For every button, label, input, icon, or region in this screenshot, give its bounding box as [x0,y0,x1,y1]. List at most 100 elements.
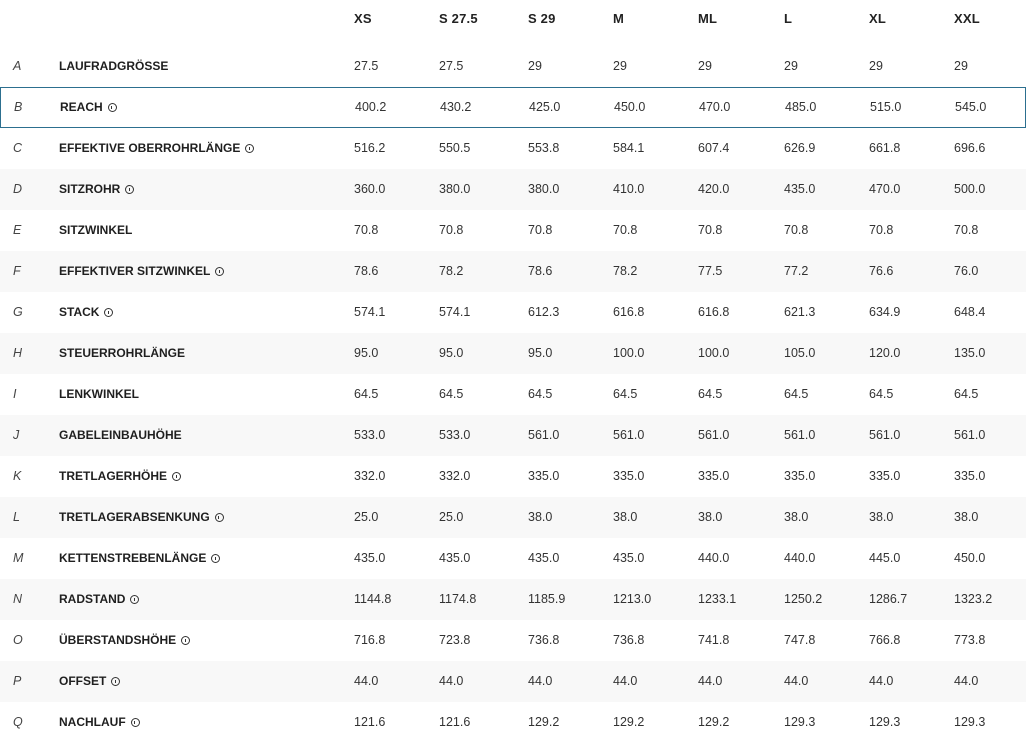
table-row[interactable]: L TRETLAGERABSENKUNG 25.0 25.0 38.0 38.0 38.0 3… [0,497,1026,538]
table-row[interactable]: J GABELEINBAUHÖHE 533.0 533.0 561.0 561.0 561.… [0,415,1026,456]
value-cell: 78.2 [613,264,638,278]
info-icon[interactable] [211,554,221,563]
value-cell: 1233.1 [698,592,737,606]
row-label: STEUERROHRLÄNGE [59,333,185,374]
size-header-s-29: S 29 [528,11,556,26]
value-cell: 29 [784,59,798,73]
row-letter: C [13,141,23,155]
value-cell: 500.0 [954,182,986,196]
value-cell: 766.8 [869,633,901,647]
size-header-l: L [784,11,793,26]
table-row[interactable]: N RADSTAND 1144.8 1174.8 1185.9 1213.0 1233.1 1… [0,579,1026,620]
info-icon[interactable] [245,144,255,153]
value-cell: 533.0 [439,428,471,442]
row-label-text: STEUERROHRLÄNGE [59,346,186,360]
table-row[interactable]: I LENKWINKEL 64.5 64.5 64.5 64.5 64.5 64.5 64.5 6… [0,374,1026,415]
value-cell: 420.0 [698,182,730,196]
info-icon[interactable] [125,185,135,194]
value-cell: 1250.2 [784,592,823,606]
value-cell: 741.8 [698,633,730,647]
row-label-text: SITZWINKEL [59,223,133,237]
table-row[interactable]: E SITZWINKEL 70.8 70.8 70.8 70.8 70.8 70.8 70.8 7… [0,210,1026,251]
value-cell: 95.0 [439,346,464,360]
info-icon[interactable] [130,595,140,604]
info-icon[interactable] [215,267,225,276]
value-cell: 64.5 [954,387,979,401]
value-cell: 410.0 [613,182,645,196]
row-label: SITZWINKEL [59,210,132,251]
table-row[interactable]: A LAUFRADGRÖSSE 27.5 27.5 29 29 29 29 29 29 [0,46,1026,87]
table-row[interactable]: O ÜBERSTANDSHÖHE 716.8 723.8 736.8 736.8 741.8… [0,620,1026,661]
value-cell: 335.0 [954,469,986,483]
value-cell: 516.2 [354,141,386,155]
value-cell: 70.8 [354,223,379,237]
value-cell: 77.2 [784,264,809,278]
value-cell: 616.8 [613,305,645,319]
table-row[interactable]: K TRETLAGERHÖHE 332.0 332.0 335.0 335.0 335.0 3… [0,456,1026,497]
row-label-text: RADSTAND [59,592,126,606]
info-icon[interactable] [130,718,140,727]
value-cell: 612.3 [528,305,560,319]
row-label-text: STACK [59,305,100,319]
value-cell: 335.0 [528,469,560,483]
value-cell: 44.0 [354,674,379,688]
value-cell: 550.5 [439,141,471,155]
info-icon[interactable] [172,472,181,481]
info-icon[interactable] [111,677,121,686]
value-cell: 29 [698,59,712,73]
table-row[interactable]: F EFFEKTIVER SITZWINKEL 78.6 78.2 78.6 78.2 77… [0,251,1026,292]
table-row[interactable]: Q NACHLAUF 121.6 121.6 129.2 129.2 129.2 129.3 1… [0,702,1026,743]
row-label-text: LAUFRADGRÖSSE [59,59,169,73]
row-letter: E [13,223,22,237]
value-cell: 561.0 [869,428,901,442]
value-cell: 76.0 [954,264,979,278]
info-icon[interactable] [214,513,224,522]
value-cell: 1144.8 [354,592,392,606]
value-cell: 430.2 [440,100,472,114]
table-row[interactable]: D SITZROHR 360.0 380.0 380.0 410.0 420.0 435.0 4… [0,169,1026,210]
value-cell: 584.1 [613,141,645,155]
value-cell: 1185.9 [528,592,566,606]
info-icon[interactable] [107,103,117,112]
value-cell: 64.5 [869,387,894,401]
table-row[interactable]: P OFFSET 44.0 44.0 44.0 44.0 44.0 44.0 44.0 44.0 [0,661,1026,702]
value-cell: 400.2 [355,100,387,114]
size-header-xl: XL [869,11,887,26]
value-cell: 121.6 [439,715,471,729]
table-row[interactable]: C EFFEKTIVE OBERROHRLÄNGE 516.2 550.5 553.8 5… [0,128,1026,169]
row-label-text: GABELEINBAUHÖHE [59,428,182,442]
row-label-text: TRETLAGERABSENKUNG [59,510,210,524]
value-cell: 135.0 [954,346,986,360]
row-letter: H [13,346,23,360]
value-cell: 440.0 [784,551,816,565]
value-cell: 64.5 [784,387,809,401]
value-cell: 129.2 [698,715,730,729]
value-cell: 435.0 [784,182,816,196]
row-label-text: EFFEKTIVER SITZWINKEL [59,264,211,278]
info-icon[interactable] [104,308,114,317]
row-letter: P [13,674,22,688]
table-row[interactable]: B REACH 400.2 430.2 425.0 450.0 470.0 485.0 515.… [0,87,1026,128]
info-icon[interactable] [181,636,191,645]
value-cell: 747.8 [784,633,816,647]
row-label: NACHLAUF [59,702,140,743]
table-row[interactable]: M KETTENSTREBENLÄNGE 435.0 435.0 435.0 435.0 4… [0,538,1026,579]
row-label: RADSTAND [59,579,140,620]
value-cell: 129.2 [528,715,560,729]
value-cell: 70.8 [954,223,979,237]
value-cell: 332.0 [354,469,386,483]
value-cell: 553.8 [528,141,560,155]
value-cell: 696.6 [954,141,986,155]
value-cell: 773.8 [954,633,986,647]
value-cell: 70.8 [439,223,464,237]
value-cell: 450.0 [954,551,986,565]
row-label: KETTENSTREBENLÄNGE [59,538,221,579]
value-cell: 29 [869,59,883,73]
row-label: STACK [59,292,114,333]
table-row[interactable]: G STACK 574.1 574.1 612.3 616.8 616.8 621.3 634.… [0,292,1026,333]
value-cell: 78.6 [528,264,553,278]
value-cell: 70.8 [784,223,809,237]
row-label: GABELEINBAUHÖHE [59,415,182,456]
value-cell: 64.5 [439,387,464,401]
table-row[interactable]: H STEUERROHRLÄNGE 95.0 95.0 95.0 100.0 100.0 10… [0,333,1026,374]
